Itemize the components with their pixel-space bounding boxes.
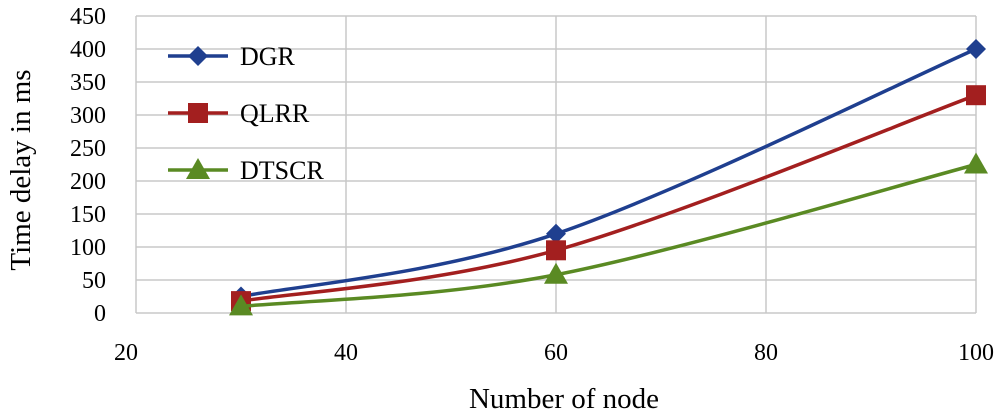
legend-label: DTSCR (240, 156, 324, 185)
legend-marker (186, 158, 210, 179)
legend-marker (188, 103, 208, 123)
y-tick-label: 100 (70, 235, 106, 261)
x-tick-label: 40 (334, 340, 358, 366)
y-tick-label: 0 (94, 301, 106, 327)
y-tick-label: 250 (70, 136, 106, 162)
series-line-dtscr (240, 162, 977, 309)
data-point-dtscr (229, 294, 253, 316)
legend-item-dgr: DGR (168, 42, 296, 71)
data-point-dtscr (964, 152, 988, 174)
x-tick-label: 80 (754, 340, 778, 366)
series-line-qlrr (240, 93, 977, 303)
y-tick-label: 350 (70, 70, 106, 96)
data-point-dgr (546, 223, 566, 244)
y-tick-label: 50 (82, 268, 106, 294)
x-tick-label: 100 (958, 340, 994, 366)
x-tick-label: 60 (544, 340, 568, 366)
x-tick-label: 20 (114, 340, 138, 366)
legend-item-qlrr: QLRR (168, 99, 310, 128)
x-axis-title: Number of node (469, 383, 659, 415)
y-axis-title: Time delay in ms (5, 69, 37, 270)
grid-lines (135, 15, 977, 314)
series-dtscr (229, 152, 988, 316)
series-layer (229, 39, 988, 316)
legend-marker (188, 46, 208, 66)
legend-label: DGR (240, 42, 296, 71)
y-tick-label: 450 (70, 4, 106, 30)
data-point-qlrr (546, 240, 566, 261)
y-tick-label: 200 (70, 169, 106, 195)
data-point-qlrr (966, 85, 986, 106)
y-tick-label: 400 (70, 37, 106, 63)
y-tick-label: 300 (70, 103, 106, 129)
axes: 0 50 100 150 200 250 300 350 400 450 20 40 60 80 100 (70, 4, 994, 366)
legend-label: QLRR (240, 99, 310, 128)
series-qlrr (231, 85, 986, 312)
legend-item-dtscr: DTSCR (168, 156, 324, 185)
series-dgr (231, 39, 986, 307)
series-line-dgr (240, 47, 977, 299)
legend: DGR QLRR DTSCR (168, 42, 324, 185)
data-point-dgr (966, 39, 986, 59)
y-tick-label: 150 (70, 202, 106, 228)
data-point-dtscr (544, 262, 568, 284)
